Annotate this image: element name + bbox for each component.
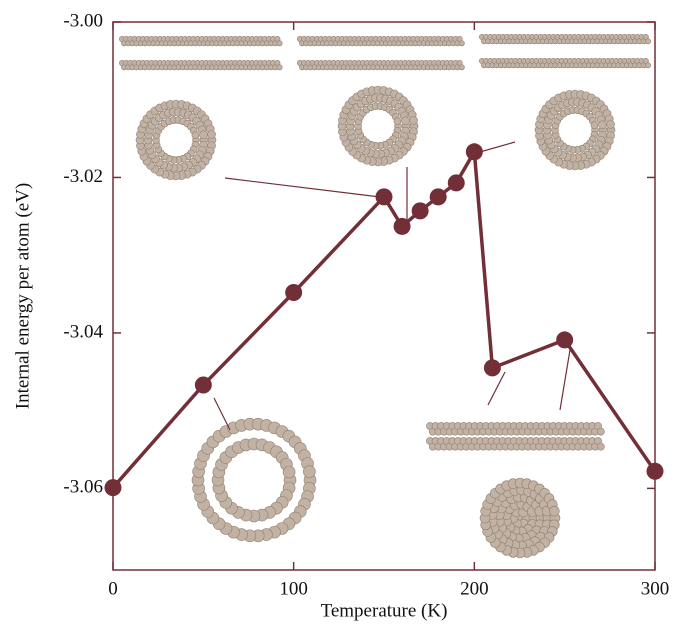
- data-point: [285, 284, 302, 301]
- leader-line: [480, 142, 515, 152]
- atom: [277, 41, 282, 46]
- atom: [394, 118, 401, 125]
- atom: [459, 65, 464, 70]
- y-axis-label: Internal energy per atom (eV): [12, 183, 33, 410]
- insets: [119, 34, 650, 558]
- data-point: [466, 143, 483, 160]
- atom: [645, 39, 650, 44]
- atom: [645, 62, 650, 67]
- x-axis-label: Temperature (K): [321, 600, 448, 621]
- atom: [277, 65, 282, 70]
- leader-line: [214, 398, 230, 430]
- data-point: [394, 218, 411, 235]
- data-point: [448, 174, 465, 191]
- atom: [410, 116, 418, 124]
- data-point: [105, 479, 122, 496]
- atom: [283, 466, 295, 478]
- atom: [607, 120, 615, 128]
- atom: [208, 130, 216, 138]
- atom: [599, 121, 607, 129]
- atom: [303, 466, 315, 478]
- atom: [591, 122, 598, 129]
- x-tick-label: 200: [460, 578, 489, 599]
- y-tick-label: -3.00: [63, 10, 103, 31]
- x-tick-label: 300: [641, 578, 670, 599]
- data-point: [484, 359, 501, 376]
- x-tick-label: 0: [108, 578, 118, 599]
- atom: [200, 131, 208, 139]
- x-tick-label: 100: [279, 578, 308, 599]
- atom: [192, 132, 199, 139]
- atom: [402, 117, 410, 125]
- atom: [549, 506, 559, 516]
- data-point: [195, 377, 212, 394]
- data-point: [647, 463, 664, 480]
- data-point: [412, 202, 429, 219]
- leader-line: [560, 350, 570, 410]
- y-tick-label: -3.06: [63, 477, 103, 498]
- chart: Temperature (K) Internal energy per atom…: [0, 0, 676, 629]
- y-tick-label: -3.04: [63, 321, 103, 342]
- data-point: [376, 188, 393, 205]
- y-tick-label: -3.02: [63, 166, 103, 187]
- leader-line: [225, 178, 380, 197]
- data-point: [430, 188, 447, 205]
- leader-line: [488, 372, 505, 405]
- atom: [597, 428, 604, 435]
- atom: [597, 443, 604, 450]
- data-point: [556, 331, 573, 348]
- atom: [459, 41, 464, 46]
